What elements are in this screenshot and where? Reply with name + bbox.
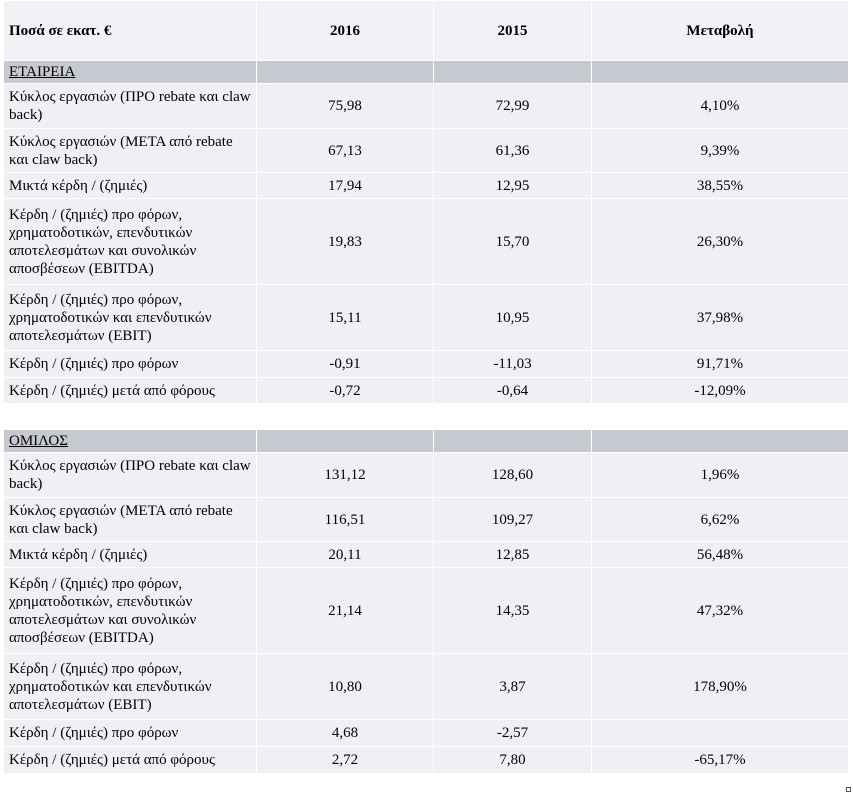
value-2016: 131,12 bbox=[256, 452, 434, 498]
value-2015: 15,70 bbox=[433, 198, 592, 285]
header-change: Μεταβολή bbox=[591, 0, 849, 61]
section-title-group: ΟΜΙΛΟΣ bbox=[3, 429, 257, 453]
value-change: 37,98% bbox=[591, 284, 849, 351]
row-label: Κύκλος εργασιών (ΜΕΤΑ από rebate και cla… bbox=[3, 128, 257, 173]
value-2016: 67,13 bbox=[256, 128, 434, 173]
section-title-text: ΕΤΑΙΡΕΙΑ bbox=[9, 64, 76, 80]
value-2015: 12,85 bbox=[433, 541, 592, 568]
table-row: Κέρδη / (ζημιές) προ φόρων, χρηματοδοτικ… bbox=[3, 198, 849, 285]
value-2015: 61,36 bbox=[433, 128, 592, 173]
value-change bbox=[591, 719, 849, 747]
section-spacer bbox=[3, 403, 849, 430]
table-header-row: Ποσά σε εκατ. € 2016 2015 Μεταβολή bbox=[3, 0, 849, 61]
resize-handle[interactable] bbox=[846, 787, 851, 792]
section-row-company: ΕΤΑΙΡΕΙΑ bbox=[3, 60, 849, 84]
value-2016: 21,14 bbox=[256, 567, 434, 654]
row-label: Κύκλος εργασιών (ΠΡΟ rebate και claw bac… bbox=[3, 83, 257, 129]
financial-table: Ποσά σε εκατ. € 2016 2015 Μεταβολή ΕΤΑΙΡ… bbox=[3, 0, 849, 774]
table-row: Κύκλος εργασιών (ΜΕΤΑ από rebate και cla… bbox=[3, 497, 849, 542]
value-change: 9,39% bbox=[591, 128, 849, 173]
row-label: Κέρδη / (ζημιές) προ φόρων, χρηματοδοτικ… bbox=[3, 653, 257, 720]
value-change: 4,10% bbox=[591, 83, 849, 129]
row-label: Κύκλος εργασιών (ΜΕΤΑ από rebate και cla… bbox=[3, 497, 257, 542]
section-title-text: ΟΜΙΛΟΣ bbox=[9, 433, 68, 449]
row-label: Κέρδη / (ζημιές) προ φόρων, χρηματοδοτικ… bbox=[3, 567, 257, 654]
value-2015: -11,03 bbox=[433, 350, 592, 378]
row-label: Κέρδη / (ζημιές) μετά από φόρους bbox=[3, 377, 257, 404]
value-2016: 17,94 bbox=[256, 172, 434, 199]
value-change: 6,62% bbox=[591, 497, 849, 542]
table-row: Κέρδη / (ζημιές) προ φόρων -0,91 -11,03 … bbox=[3, 350, 849, 378]
value-change: -12,09% bbox=[591, 377, 849, 404]
value-2015: 3,87 bbox=[433, 653, 592, 720]
header-amounts: Ποσά σε εκατ. € bbox=[3, 0, 257, 61]
value-change: 178,90% bbox=[591, 653, 849, 720]
value-2016: 75,98 bbox=[256, 83, 434, 129]
value-2015: 128,60 bbox=[433, 452, 592, 498]
value-2015: 12,95 bbox=[433, 172, 592, 199]
value-change: 56,48% bbox=[591, 541, 849, 568]
row-label: Μικτά κέρδη / (ζημιές) bbox=[3, 541, 257, 568]
table-body: Ποσά σε εκατ. € 2016 2015 Μεταβολή ΕΤΑΙΡ… bbox=[3, 0, 849, 774]
value-change: 91,71% bbox=[591, 350, 849, 378]
value-2015: 7,80 bbox=[433, 746, 592, 774]
header-2015: 2015 bbox=[433, 0, 592, 61]
value-change: 26,30% bbox=[591, 198, 849, 285]
table-row: Κέρδη / (ζημιές) προ φόρων, χρηματοδοτικ… bbox=[3, 284, 849, 351]
row-label: Κύκλος εργασιών (ΠΡΟ rebate και claw bac… bbox=[3, 452, 257, 498]
table-row: Κύκλος εργασιών (ΠΡΟ rebate και claw bac… bbox=[3, 452, 849, 498]
value-2016: 19,83 bbox=[256, 198, 434, 285]
value-2015: -0,64 bbox=[433, 377, 592, 404]
section-row-group: ΟΜΙΛΟΣ bbox=[3, 429, 849, 453]
row-label: Μικτά κέρδη / (ζημιές) bbox=[3, 172, 257, 199]
value-change: -65,17% bbox=[591, 746, 849, 774]
row-label: Κέρδη / (ζημιές) μετά από φόρους bbox=[3, 746, 257, 774]
value-2015: -2,57 bbox=[433, 719, 592, 747]
row-label: Κέρδη / (ζημιές) προ φόρων, χρηματοδοτικ… bbox=[3, 284, 257, 351]
value-2015: 109,27 bbox=[433, 497, 592, 542]
table-row: Μικτά κέρδη / (ζημιές) 17,94 12,95 38,55… bbox=[3, 172, 849, 199]
value-change: 47,32% bbox=[591, 567, 849, 654]
table-row: Κέρδη / (ζημιές) μετά από φόρους 2,72 7,… bbox=[3, 746, 849, 774]
table-row: Κέρδη / (ζημιές) προ φόρων 4,68 -2,57 bbox=[3, 719, 849, 747]
table-row: Κύκλος εργασιών (ΠΡΟ rebate και claw bac… bbox=[3, 83, 849, 129]
value-2015: 10,95 bbox=[433, 284, 592, 351]
value-2016: 20,11 bbox=[256, 541, 434, 568]
value-2016: -0,91 bbox=[256, 350, 434, 378]
value-2016: 116,51 bbox=[256, 497, 434, 542]
header-2016: 2016 bbox=[256, 0, 434, 61]
row-label: Κέρδη / (ζημιές) προ φόρων bbox=[3, 350, 257, 378]
value-2016: 2,72 bbox=[256, 746, 434, 774]
value-change: 1,96% bbox=[591, 452, 849, 498]
table-row: Κέρδη / (ζημιές) μετά από φόρους -0,72 -… bbox=[3, 377, 849, 404]
table-row: Κύκλος εργασιών (ΜΕΤΑ από rebate και cla… bbox=[3, 128, 849, 173]
table-row: Κέρδη / (ζημιές) προ φόρων, χρηματοδοτικ… bbox=[3, 567, 849, 654]
table-row: Κέρδη / (ζημιές) προ φόρων, χρηματοδοτικ… bbox=[3, 653, 849, 720]
value-2016: -0,72 bbox=[256, 377, 434, 404]
section-title-company: ΕΤΑΙΡΕΙΑ bbox=[3, 60, 257, 84]
value-2016: 15,11 bbox=[256, 284, 434, 351]
table-row: Μικτά κέρδη / (ζημιές) 20,11 12,85 56,48… bbox=[3, 541, 849, 568]
row-label: Κέρδη / (ζημιές) προ φόρων bbox=[3, 719, 257, 747]
value-2015: 14,35 bbox=[433, 567, 592, 654]
row-label: Κέρδη / (ζημιές) προ φόρων, χρηματοδοτικ… bbox=[3, 198, 257, 285]
value-2016: 10,80 bbox=[256, 653, 434, 720]
value-2015: 72,99 bbox=[433, 83, 592, 129]
value-change: 38,55% bbox=[591, 172, 849, 199]
value-2016: 4,68 bbox=[256, 719, 434, 747]
